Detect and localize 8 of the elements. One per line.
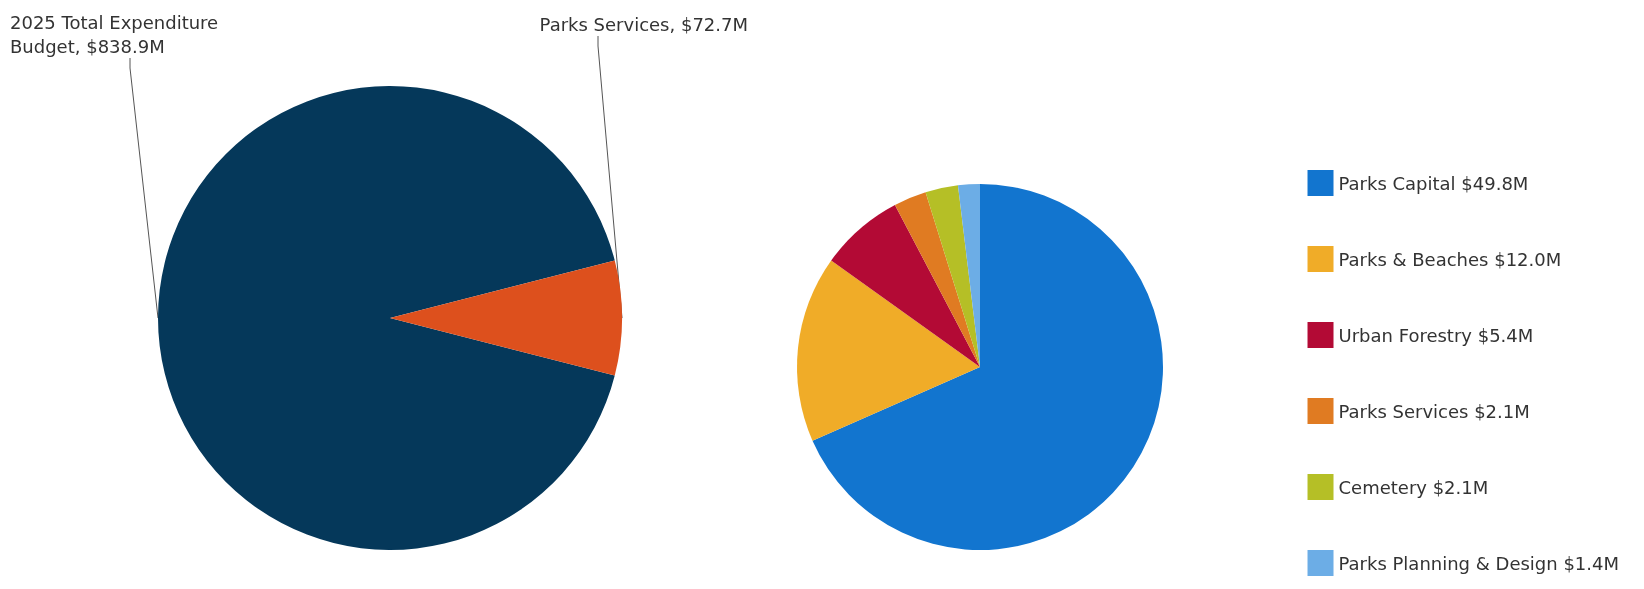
legend-label: Urban Forestry $5.4M: [1338, 324, 1534, 346]
legend-label: Parks Planning & Design $1.4M: [1338, 552, 1620, 574]
slice-label: Parks Services, $72.7M: [539, 13, 748, 35]
legend-label: Parks & Beaches $12.0M: [1338, 248, 1562, 270]
legend-label: Parks Services $2.1M: [1338, 400, 1530, 422]
legend-label: Parks Capital $49.8M: [1338, 172, 1529, 194]
slice-label: 2025 Total Expenditure Budget, $838.9M: [10, 11, 224, 57]
legend-label: Cemetery $2.1M: [1338, 476, 1489, 498]
